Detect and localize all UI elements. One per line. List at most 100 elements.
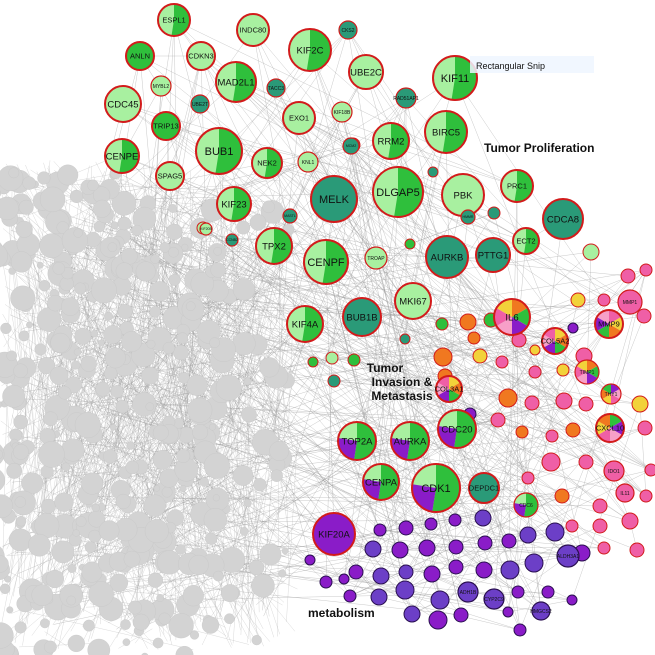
node-birc5: BIRC5	[424, 110, 468, 154]
node-cks2: CKS2	[338, 20, 358, 40]
gray-node	[157, 550, 182, 575]
gray-node	[199, 477, 210, 487]
gray-node	[120, 619, 131, 630]
gray-node	[278, 569, 287, 578]
node-kif20a: KIF20A	[312, 512, 356, 556]
node-label: HMGCS2	[530, 609, 552, 615]
label-tumor-proliferation: Tumor Proliferation	[484, 141, 594, 155]
node-label: SPAG5	[158, 172, 182, 181]
gray-node	[14, 621, 27, 634]
node-wedge	[523, 228, 540, 254]
gray-node	[61, 462, 71, 472]
small-node	[555, 392, 573, 410]
gray-node	[186, 374, 208, 396]
gray-node	[2, 384, 26, 408]
node-label: KNL1	[302, 160, 315, 166]
gray-node	[187, 397, 213, 423]
gray-node	[6, 606, 14, 614]
small-node	[545, 522, 565, 542]
node-kif23: KIF23	[216, 186, 252, 222]
gray-node	[21, 472, 44, 495]
gray-node	[168, 273, 181, 286]
small-node	[495, 355, 509, 369]
node-wedge	[437, 426, 457, 448]
snip-hint-text: Rectangular Snip	[476, 61, 545, 71]
gray-node	[243, 377, 252, 386]
gray-node	[0, 494, 13, 519]
node-thy1: THY1	[600, 383, 622, 405]
small-node	[448, 559, 464, 575]
gray-node	[203, 508, 228, 532]
gray-node	[14, 496, 26, 508]
node-wedge	[514, 169, 534, 202]
gray-node	[232, 465, 254, 486]
gray-node	[212, 570, 224, 582]
gray-node	[10, 251, 33, 273]
gray-node	[190, 272, 215, 296]
gray-node	[43, 411, 58, 427]
gray-node	[205, 532, 218, 545]
small-node	[398, 520, 414, 536]
small-node	[428, 610, 448, 630]
small-node	[459, 313, 477, 331]
node-anln: ANLN	[125, 41, 155, 71]
gray-node	[61, 297, 80, 316]
gray-node	[185, 301, 196, 312]
node-wedge	[264, 148, 282, 178]
node-label: IL6	[505, 312, 518, 323]
gray-node	[52, 262, 66, 275]
gray-node	[122, 638, 131, 647]
small-node	[636, 308, 652, 324]
small-node	[423, 565, 441, 583]
node-wedge	[435, 382, 449, 396]
gray-node	[117, 216, 132, 231]
node-pttg1: PTTG1	[475, 237, 511, 273]
gray-node	[209, 337, 220, 349]
node-label: BUB1B	[346, 312, 377, 323]
gray-node	[38, 280, 51, 292]
gray-node	[103, 449, 118, 464]
small-node	[399, 333, 411, 345]
node-cenpf: CENPF	[303, 239, 349, 285]
small-node	[629, 542, 645, 558]
small-node	[424, 517, 438, 531]
node-cyp2c9: CYP2C9	[483, 588, 505, 610]
gray-node	[145, 402, 155, 412]
small-node	[582, 243, 600, 261]
node-label: KIF18B	[334, 110, 351, 116]
gray-node	[168, 204, 178, 213]
gray-node	[269, 441, 290, 461]
node-cdkn3: CDKN3	[186, 41, 216, 71]
small-node	[597, 541, 611, 555]
gray-node	[175, 544, 186, 555]
gray-node	[0, 401, 3, 408]
node-wedge	[514, 503, 526, 517]
gray-node	[149, 281, 170, 302]
node-label: AURKB	[431, 252, 464, 263]
gray-node	[74, 412, 101, 439]
node-wedge	[302, 306, 323, 342]
gray-node	[213, 246, 222, 256]
gray-node	[8, 167, 20, 179]
gray-node	[73, 348, 82, 356]
node-cenpa: CENPA	[362, 463, 400, 501]
small-node	[338, 573, 350, 585]
gray-node	[81, 472, 104, 495]
gray-node	[56, 221, 70, 234]
node-label: MAD2L1	[218, 77, 255, 88]
node-ube2t: UBE2T	[190, 94, 210, 114]
gray-node	[131, 224, 143, 236]
node-wedge	[493, 308, 512, 326]
small-node	[319, 575, 333, 589]
node-bub1b: BUB1B	[342, 297, 382, 337]
gray-node	[270, 469, 283, 482]
gray-node	[146, 339, 156, 349]
gray-node	[262, 200, 275, 214]
node-wedge	[524, 492, 539, 518]
small-node	[545, 429, 559, 443]
node-wedge	[362, 479, 381, 500]
node-label: CDCA8	[547, 214, 579, 225]
node-wedge	[432, 463, 461, 512]
gray-node	[31, 584, 54, 607]
gray-node	[115, 399, 130, 414]
